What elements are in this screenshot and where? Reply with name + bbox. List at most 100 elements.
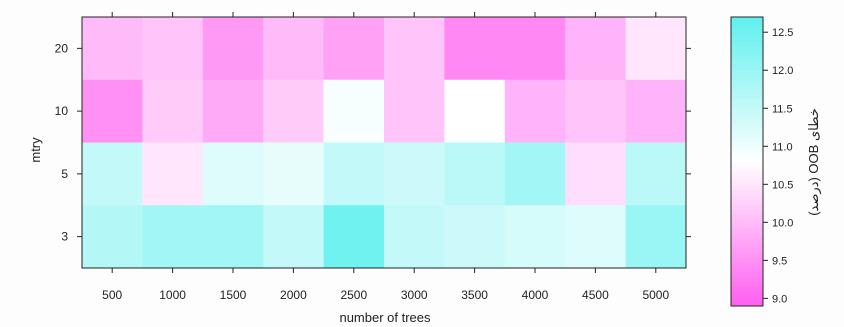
colorbar-band	[731, 238, 763, 244]
colorbar-band	[731, 233, 763, 240]
colorbar-band	[731, 26, 763, 32]
colorbar-band	[731, 209, 763, 215]
y-tick-label: 5	[61, 167, 68, 181]
heatmap-cell	[444, 205, 506, 269]
heatmap-cell	[504, 17, 566, 81]
colorbar-band	[731, 253, 763, 259]
x-tick-label: 1500	[220, 288, 247, 302]
heatmap-cell	[82, 205, 143, 269]
heatmap-cell	[142, 79, 204, 143]
heatmap-cell	[263, 142, 325, 206]
heatmap-cell	[323, 79, 385, 143]
colorbar-band	[731, 118, 763, 124]
heatmap-cell	[142, 17, 204, 81]
colorbar-band	[731, 45, 763, 52]
colorbar-band	[731, 94, 763, 100]
colorbar-tick-label: 9.5	[772, 255, 787, 267]
colorbar-band	[731, 36, 763, 42]
colorbar-band	[731, 103, 763, 110]
heatmap-cell	[384, 205, 445, 269]
x-tick-label: 3000	[401, 288, 428, 302]
heatmap-cell	[384, 142, 445, 206]
heatmap-cell	[504, 79, 566, 143]
heatmap-cell	[565, 79, 627, 143]
x-tick-label: 1000	[159, 288, 186, 302]
y-tick-label: 3	[61, 230, 68, 244]
heatmap-cell	[565, 205, 627, 269]
heatmap-cell	[504, 205, 566, 269]
colorbar-band	[731, 41, 763, 47]
colorbar-band	[731, 228, 763, 235]
colorbar-band	[731, 31, 763, 37]
heatmap-cell	[565, 142, 627, 206]
x-tick-label: 5000	[642, 288, 669, 302]
colorbar-band	[731, 122, 763, 129]
colorbar-band	[731, 281, 763, 288]
colorbar-band	[731, 132, 763, 138]
colorbar-band	[731, 175, 763, 182]
heatmap-cell	[444, 79, 506, 143]
colorbar-tick-label: 11.0	[772, 141, 793, 153]
heatmap-cell	[565, 17, 627, 81]
colorbar-band	[731, 219, 763, 225]
x-tick-label: 4500	[582, 288, 609, 302]
colorbar-band	[731, 301, 763, 307]
x-tick-label: 2000	[280, 288, 307, 302]
y-tick-label: 20	[55, 41, 69, 55]
colorbar-band	[731, 89, 763, 95]
colorbar-band	[731, 65, 763, 71]
colorbar-band	[731, 204, 763, 211]
colorbar-band	[731, 142, 763, 148]
heatmap-cell	[384, 79, 445, 143]
colorbar-band	[731, 156, 763, 162]
heatmap-cell	[202, 79, 264, 143]
colorbar-tick-label: 12.0	[772, 65, 793, 77]
colorbar-band	[731, 50, 763, 57]
colorbar-band	[731, 185, 763, 191]
colorbar-band	[731, 60, 763, 66]
heatmap-cell	[384, 17, 445, 81]
heatmap-cell	[323, 17, 385, 81]
heatmap-cell	[202, 205, 264, 269]
colorbar-band	[731, 272, 763, 278]
x-tick-label: 3500	[461, 288, 488, 302]
heatmap-cell	[444, 142, 506, 206]
colorbar-band	[731, 74, 763, 81]
colorbar: 9.0 9.5 10.0 10.5 11.0 11.5 12.0 12.5	[730, 16, 793, 307]
colorbar-band	[731, 161, 763, 167]
colorbar-band	[731, 17, 763, 23]
colorbar-band	[731, 195, 763, 201]
y-tick-label: 10	[55, 104, 69, 118]
colorbar-tick-label: 12.5	[772, 27, 793, 39]
colorbar-tick-label: 10.0	[772, 217, 793, 229]
y-axis: 20 10 5 3	[55, 41, 691, 244]
colorbar-band	[731, 267, 763, 273]
colorbar-band	[731, 257, 763, 264]
heatmap-cell	[323, 142, 385, 206]
heatmap-cell	[625, 142, 687, 206]
colorbar-band	[731, 79, 763, 85]
colorbar-band	[731, 151, 763, 158]
colorbar-band	[731, 262, 763, 268]
x-tick-label: 2500	[340, 288, 367, 302]
colorbar-band	[731, 98, 763, 105]
heatmap-cell	[263, 17, 325, 81]
x-tick-label: 4000	[522, 288, 549, 302]
colorbar-band	[731, 108, 763, 114]
colorbar-band	[731, 180, 763, 187]
colorbar-band	[731, 291, 763, 297]
heatmap-cell	[323, 205, 385, 269]
colorbar-band	[731, 214, 763, 220]
y-axis-title: mtry	[28, 137, 43, 163]
x-axis-title: number of trees	[339, 310, 431, 325]
colorbar-title: خطای OOB (درصد)	[806, 108, 822, 216]
heatmap-cell	[82, 79, 143, 143]
heatmap-cell	[625, 17, 687, 81]
heatmap-cell	[263, 79, 325, 143]
colorbar-band	[731, 296, 763, 302]
colorbar-tick-label: 10.5	[772, 179, 793, 191]
colorbar-band	[731, 127, 763, 134]
colorbar-band	[731, 171, 763, 177]
colorbar-band	[731, 113, 763, 119]
